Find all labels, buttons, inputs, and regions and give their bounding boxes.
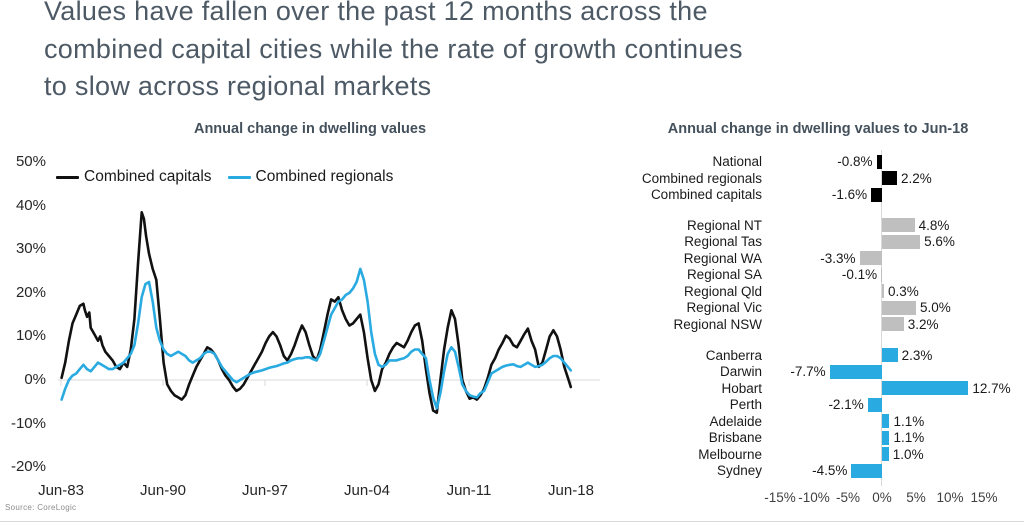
bar-label: Combined capitals [650,187,762,203]
legend-label-regionals: Combined regionals [255,168,394,185]
bar-value-label: -1.6% [831,187,868,203]
x-tick-label: Jun-97 [242,482,288,499]
bar [882,430,890,445]
bar [882,414,890,429]
bar [871,187,882,202]
bar-value-label: -3.3% [820,250,856,266]
regionals-line-series [60,267,573,410]
bar-label: Sydney [716,463,762,479]
bar-label: Regional NT [686,217,762,233]
capitals-line-swatch [56,175,79,179]
bar-x-tick-label: 10% [936,490,964,505]
bar-value-label: 2.3% [901,347,933,363]
bar [882,381,969,396]
bar [851,463,882,478]
bar-value-label: 1.0% [892,446,924,462]
bar-label: Regional Tas [684,234,762,250]
y-tick-label: -10% [10,414,46,432]
bar-value-label: -4.5% [812,463,848,479]
bar-chart-zero-axis [881,150,882,486]
bar-x-tick-label: -10% [798,490,830,505]
legend-item-regionals: Combined regionals [227,168,394,186]
y-tick-label: 0% [24,371,46,388]
source-note: Source: CoreLogic [5,503,77,512]
bar-value-label: 5.6% [924,234,955,250]
line-chart-plot [58,211,600,415]
bar [882,317,904,332]
x-tick-label: Jun-04 [344,482,390,499]
bar-label: Darwin [719,364,762,380]
bar-label: Regional SA [686,267,762,283]
bar-label: Regional WA [683,250,762,266]
capitals-line-series [60,211,573,415]
bar-label: Regional Qld [683,283,762,299]
bottom-rule [0,521,1024,522]
bar [882,447,889,462]
legend-item-capitals: Combined capitals [56,168,212,186]
bar-label: National [712,154,762,169]
bar [882,348,898,362]
bar-x-tick-label: 0% [872,490,892,505]
bar-value-label: 1.1% [893,430,925,446]
bar [829,364,882,379]
bar-x-tick-label: 5% [906,490,926,505]
x-tick-label: Jun-11 [446,482,492,499]
bar [882,300,916,315]
bar [876,154,882,169]
line-chart-legend: Combined capitals Combined regionals [56,168,393,186]
bar-chart-title: Annual change in dwelling values to Jun-… [667,121,969,137]
x-tick-label: Jun-83 [38,482,84,499]
bar-value-label: 1.1% [893,413,925,429]
bar-label: Hobart [721,380,762,396]
regionals-line-swatch [227,175,251,179]
page-title: Values have fallen over the past 12 mont… [44,0,743,101]
bar-label: Brisbane [708,430,762,446]
y-tick-label: 20% [15,283,46,301]
bar-x-tick-label: -15% [764,490,796,505]
x-tick-label: Jun-18 [548,482,594,499]
bar-value-label: 2.2% [900,170,932,186]
bar-value-label: -0.1% [841,267,878,283]
bar-value-label: 5.0% [920,300,951,316]
y-tick-label: 30% [15,240,46,258]
y-tick-label: 40% [15,196,46,214]
bar-value-label: 4.8% [918,217,950,233]
bar-value-label: 3.2% [907,316,939,332]
bar-value-label: -0.8% [837,154,873,169]
bar [882,218,915,233]
bar-value-label: 0.3% [888,283,919,299]
bar [882,234,921,249]
bar-x-tick-label: 15% [970,490,998,505]
y-tick-label: -20% [10,458,46,476]
bar-label: Regional NSW [673,316,762,332]
bar [867,397,882,412]
bar-value-label: 12.7% [972,380,1011,396]
line-chart-title: Annual change in dwelling values [193,121,427,137]
bar-label: Adelaide [709,413,762,429]
bar [882,284,885,299]
bar-x-tick-label: -5% [835,490,860,505]
bar [881,267,882,282]
y-tick-label: 50% [15,153,46,171]
bar-label: Regional Vic [686,300,762,316]
bar-label: Perth [729,397,762,413]
bar-value-label: -2.1% [828,397,864,413]
bar-value-label: -7.7% [790,364,826,380]
bar-label: Combined regionals [641,170,762,186]
x-tick-label: Jun-90 [140,482,186,499]
y-tick-label: 10% [15,327,46,345]
bar-label: Canberra [705,347,762,363]
bar [859,251,882,266]
bar-label: Melbourne [698,446,762,462]
legend-label-capitals: Combined capitals [84,168,212,185]
bar [882,171,897,186]
